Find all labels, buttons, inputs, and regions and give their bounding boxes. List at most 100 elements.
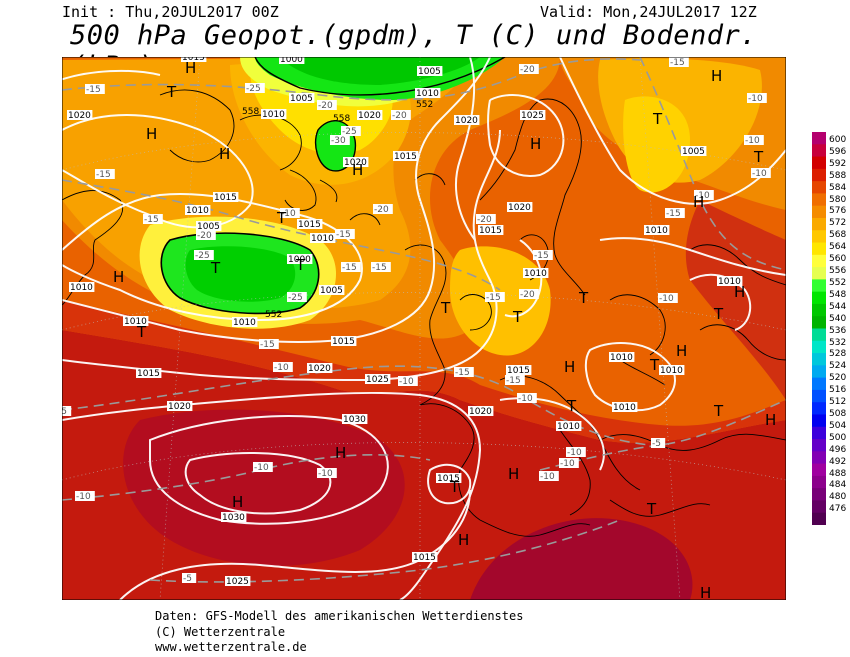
isotherm-label-box xyxy=(330,135,350,145)
isotherm-label-box xyxy=(182,573,197,583)
low-marker: T xyxy=(713,402,724,420)
isobar-label-box xyxy=(67,110,93,120)
color-scale-label: 540 xyxy=(829,313,847,324)
isobar-labels: 1015 1000 1005 1005 1010 1020 1010 1020 1020 1025… xyxy=(67,57,743,587)
isotherm-label-box xyxy=(85,84,105,94)
isobar-label-box xyxy=(307,363,333,373)
isotherm-label-box xyxy=(143,214,163,224)
high-marker: H xyxy=(676,342,687,360)
low-marker: T xyxy=(166,83,177,101)
isobar-label: 1010 xyxy=(233,318,256,328)
isotherm-label: -15 xyxy=(455,368,470,378)
high-marker: H xyxy=(508,465,519,483)
isotherm-label-box xyxy=(519,289,539,299)
isobar-label: 1015 xyxy=(298,220,321,230)
isotherm-label: -15 xyxy=(342,263,357,273)
color-scale-label: 568 xyxy=(829,230,847,241)
isobar-label-box xyxy=(232,317,258,327)
low-marker: T xyxy=(295,256,306,274)
geopotential-label: 558 xyxy=(242,107,259,117)
isobar-label-box xyxy=(612,402,638,412)
isobar-label-box xyxy=(520,110,546,120)
high-marker: H xyxy=(185,59,196,77)
isobar-label-box xyxy=(343,157,369,167)
isotherm-label-box xyxy=(62,406,72,416)
isotherm-label-box xyxy=(665,208,685,218)
isobar-label: 1020 xyxy=(455,116,478,126)
isotherm-label-box xyxy=(317,100,337,110)
isobar-label: 1005 xyxy=(290,94,313,104)
isobar-label-box xyxy=(556,421,582,431)
isobar-label: 1015 xyxy=(182,57,205,63)
footer-website[interactable]: www.wetterzentrale.de xyxy=(155,640,307,654)
high-marker: H xyxy=(335,444,346,462)
field-592 xyxy=(123,409,405,567)
isobar-label-box xyxy=(279,57,305,64)
isobar-label-box xyxy=(412,552,438,562)
color-scale-label: 572 xyxy=(829,218,847,229)
isobar-label-box xyxy=(609,352,635,362)
isobar-label: 1020 xyxy=(308,364,331,374)
isotherm-label-box xyxy=(371,262,391,272)
isotherm-label-box xyxy=(485,292,505,302)
isotherm-label-box xyxy=(559,458,579,468)
isobar-label-box xyxy=(69,282,95,292)
color-scale-label: 532 xyxy=(829,337,847,348)
isotherm-label-box xyxy=(651,438,666,448)
color-scale-label: 508 xyxy=(829,408,847,419)
isotherm-label-box xyxy=(373,204,393,214)
color-scale-step xyxy=(812,217,826,231)
isotherm-label: -10 xyxy=(274,363,289,373)
color-scale-step xyxy=(812,377,826,391)
low-marker: T xyxy=(276,209,287,227)
color-scale-label: 492 xyxy=(829,456,847,467)
color-scale-step xyxy=(812,156,826,170)
isotherm-labels: -15-20-15 -25-20-20-10-30-25-10-15 -10-10-… xyxy=(62,57,771,584)
isotherm-label-box xyxy=(253,462,273,472)
color-scale-label: 528 xyxy=(829,349,847,360)
isobar-label: 1010 xyxy=(70,283,93,293)
isobar-label-box xyxy=(365,374,391,384)
isotherm-label: -5 xyxy=(652,439,661,449)
isotherm-label: -20 xyxy=(520,290,535,300)
isotherm-label: -5 xyxy=(183,574,192,584)
color-scale-step xyxy=(812,279,826,293)
isobar-label-box xyxy=(478,225,504,235)
isotherm-label: -10 xyxy=(560,459,575,469)
footer-copyright: (C) Wetterzentrale xyxy=(155,625,286,639)
high-marker: H xyxy=(693,193,704,211)
color-scale-label: 516 xyxy=(829,385,847,396)
high-marker: H xyxy=(530,135,541,153)
color-scale-label: 596 xyxy=(829,146,847,157)
color-scale-step xyxy=(812,414,826,428)
isobar-label: 1000 xyxy=(288,255,311,265)
color-scale-step xyxy=(812,267,826,280)
isotherm-label-box xyxy=(335,229,355,239)
isobar-label-box xyxy=(331,336,357,346)
color-scale-step xyxy=(812,340,826,354)
isotherm-label-box xyxy=(539,471,559,481)
high-marker: H xyxy=(711,67,722,85)
isotherm-label: -15 xyxy=(144,215,159,225)
isobar-label: 1015 xyxy=(137,369,160,379)
color-scale-label: 504 xyxy=(829,420,847,431)
isobar-label: 1015 xyxy=(479,226,502,236)
isobar-label-box xyxy=(342,414,368,424)
color-scale-step xyxy=(812,132,826,145)
high-marker: H xyxy=(146,125,157,143)
field-548-north xyxy=(280,57,480,85)
color-scale-step xyxy=(812,181,826,194)
color-scale-step xyxy=(812,193,826,207)
isobar-label-box xyxy=(167,401,193,411)
color-scale-step xyxy=(812,254,826,268)
field-564 xyxy=(623,96,690,193)
color-scale-step xyxy=(812,500,826,514)
high-marker: H xyxy=(352,161,363,179)
isotherm-label: -15 xyxy=(260,340,275,350)
isobar-label-box xyxy=(319,285,345,295)
isobar-label-box xyxy=(213,192,239,202)
low-marker: T xyxy=(652,110,663,128)
color-scale-step xyxy=(812,389,826,403)
isotherm-label: -15 xyxy=(486,293,501,303)
color-scale-label: 548 xyxy=(829,289,847,300)
